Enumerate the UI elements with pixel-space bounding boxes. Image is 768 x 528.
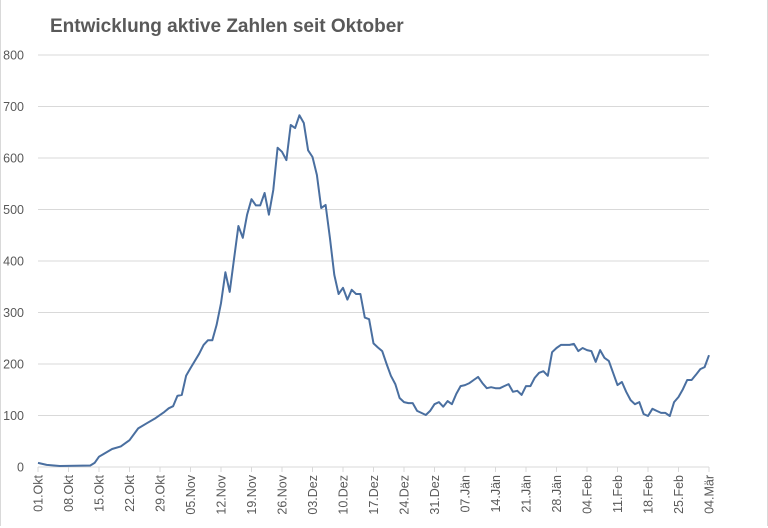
x-tick-label: 04.Feb (581, 475, 595, 514)
y-tick-label: 800 (3, 49, 24, 63)
series-line-aktive-zahlen (37, 114, 710, 467)
x-tick-label: 11.Feb (611, 475, 625, 513)
x-tick-label: 17.Dez (367, 475, 381, 515)
x-tick-label: 10.Dez (337, 475, 351, 515)
gridlines (38, 54, 709, 468)
x-tick-label: 18.Feb (642, 475, 656, 514)
x-tick-label: 07.Jän (459, 475, 473, 513)
y-tick-label: 100 (3, 409, 24, 423)
y-tick-label: 700 (3, 100, 24, 114)
x-tick-label: 26.Nov (276, 474, 290, 514)
x-tick-label: 03.Dez (306, 475, 320, 515)
x-tick-label: 04.Mär (703, 475, 717, 514)
x-tick-label: 22.Okt (123, 474, 137, 511)
x-tick-label: 21.Jän (520, 475, 534, 513)
y-tick-label: 200 (3, 358, 24, 372)
x-tick-label: 05.Nov (184, 474, 198, 514)
x-tick-label: 12.Nov (215, 474, 229, 514)
x-tick-label: 25.Feb (672, 475, 686, 514)
y-tick-label: 600 (3, 152, 24, 166)
x-axis: 01.Okt 08.Okt 15.Okt 22.Okt 29.Okt 05.Nov 12.N… (32, 467, 717, 515)
x-tick-label: 28.Jän (550, 475, 564, 513)
x-tick-label: 31.Dez (428, 475, 442, 515)
y-tick-label: 300 (3, 306, 24, 320)
x-tick-label: 08.Okt (62, 474, 76, 511)
chart-title: Entwicklung aktive Zahlen seit Oktober (50, 16, 404, 37)
x-tick-label: 24.Dez (398, 475, 412, 515)
x-tick-label: 14.Jän (489, 475, 503, 513)
x-tick-label: 15.Okt (93, 474, 107, 511)
y-tick-label: 0 (17, 461, 24, 475)
y-tick-label: 400 (3, 255, 24, 269)
x-tick-label: 19.Nov (245, 474, 259, 514)
y-tick-label: 500 (3, 203, 24, 217)
x-tick-label: 29.Okt (154, 474, 168, 511)
y-axis: 0 100 200 300 400 500 600 700 800 (3, 49, 24, 475)
x-tick-label: 01.Okt (32, 474, 46, 511)
